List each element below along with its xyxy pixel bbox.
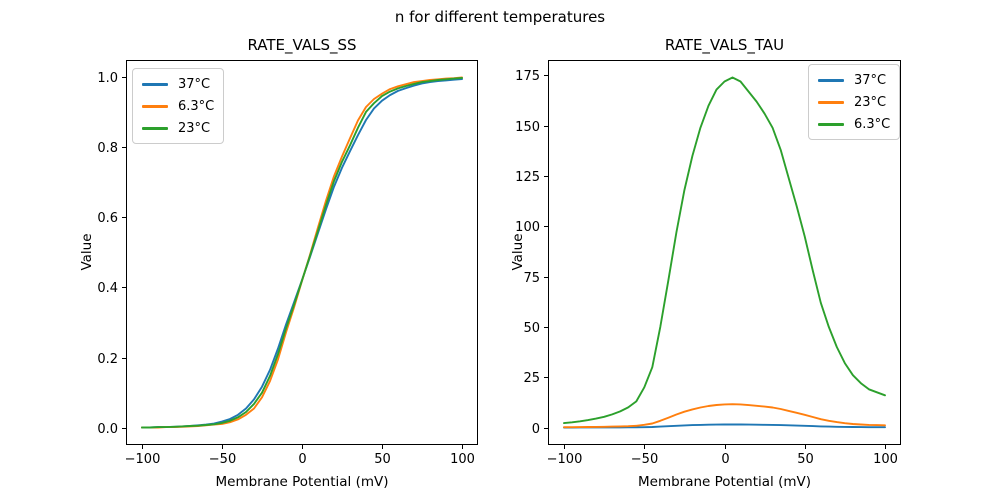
- y-tick-label: 0.0: [97, 422, 118, 437]
- legend-line-sample: [818, 100, 844, 104]
- curve-series-1: [563, 403, 886, 429]
- legend-line-sample: [142, 82, 168, 86]
- x-tick-label: −50: [631, 452, 658, 467]
- legend-entry: 23°C: [142, 117, 214, 139]
- y-tick-label: 0.8: [97, 141, 118, 156]
- x-tick-label: −100: [547, 452, 583, 467]
- y-tick-label: 0.4: [97, 281, 118, 296]
- legend-line-sample: [142, 104, 168, 108]
- y-tick-label: 0.6: [97, 211, 118, 226]
- ss-legend: 37°C 6.3°C 23°C: [132, 68, 225, 144]
- subplot-1: −100 −50 0 50 100 0 25 50 75 100 125 150 175: [515, 60, 901, 467]
- tau-plot-title: RATE_VALS_TAU: [664, 36, 785, 54]
- ss-plot-title: RATE_VALS_SS: [247, 36, 357, 54]
- legend-label: 6.3°C: [178, 98, 215, 114]
- x-tick-label: 100: [450, 452, 475, 467]
- legend-line-sample: [142, 126, 168, 130]
- legend-label: 6.3°C: [854, 116, 891, 132]
- curve-series-2: [563, 76, 886, 425]
- legend-entry: 6.3°C: [818, 113, 890, 135]
- x-tick-label: 0: [721, 452, 729, 467]
- x-tick-label: −50: [209, 452, 236, 467]
- legend-entry: 37°C: [818, 69, 890, 91]
- legend-entry: 23°C: [818, 91, 890, 113]
- subplot-0: −100 −50 0 50 100 0.0 0.2 0.4 0.6 0.8 1.0: [97, 60, 478, 467]
- tau-legend: 37°C 23°C 6.3°C: [808, 64, 901, 140]
- y-tick-label: 150: [515, 120, 540, 135]
- legend-label: 23°C: [854, 94, 887, 110]
- y-tick-label: 25: [523, 371, 540, 386]
- legend-line-sample: [818, 78, 844, 82]
- y-tick-label: 125: [515, 170, 540, 185]
- curve-series-2: [141, 76, 463, 429]
- ss-y-axis-label: Value: [79, 233, 95, 271]
- legend-entry: 6.3°C: [142, 95, 214, 117]
- legend-entry: 37°C: [142, 73, 214, 95]
- y-tick-label: 1.0: [97, 71, 118, 86]
- x-tick-label: 0: [298, 452, 306, 467]
- y-tick-label: 50: [523, 321, 540, 336]
- legend-label: 37°C: [178, 76, 211, 92]
- legend-line-sample: [818, 122, 844, 126]
- legend-label: 37°C: [854, 72, 887, 88]
- y-tick-label: 175: [515, 69, 540, 84]
- x-tick-label: −100: [125, 452, 161, 467]
- x-tick-label: 50: [374, 452, 391, 467]
- tau-x-axis-label: Membrane Potential (mV): [637, 474, 811, 490]
- axes-frame: [548, 60, 901, 445]
- y-tick-label: 75: [523, 271, 540, 286]
- axes-frame: [126, 60, 478, 445]
- x-tick-label: 50: [797, 452, 814, 467]
- tau-y-axis-label: Value: [510, 233, 526, 271]
- legend-label: 23°C: [178, 120, 211, 136]
- y-tick-label: 0: [532, 422, 540, 437]
- y-tick-label: 0.2: [97, 352, 118, 367]
- x-tick-label: 100: [873, 452, 898, 467]
- figure-suptitle: n for different temperatures: [394, 8, 606, 26]
- y-tick-label: 100: [515, 220, 540, 235]
- ss-x-axis-label: Membrane Potential (mV): [215, 474, 389, 490]
